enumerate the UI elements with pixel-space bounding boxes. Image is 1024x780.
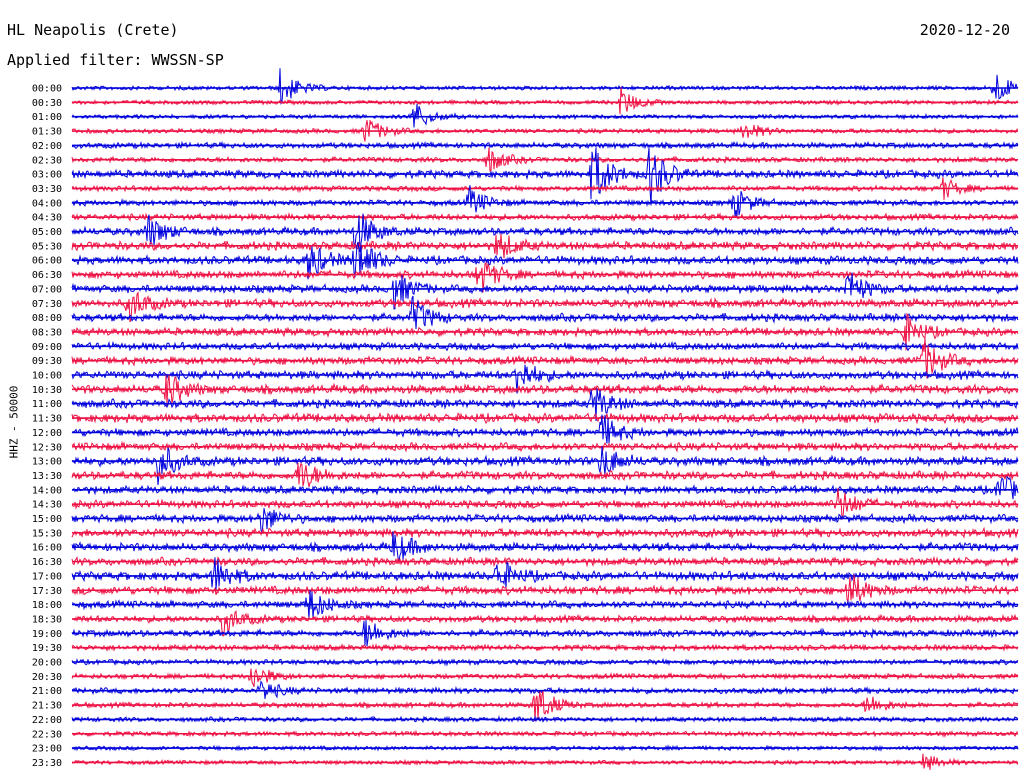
row-time-label: 12:30	[32, 442, 62, 453]
row-time-label: 15:30	[32, 528, 62, 539]
seismic-trace	[72, 296, 1018, 329]
row-time-label: 18:00	[32, 600, 62, 611]
row-time-label: 02:00	[32, 141, 62, 152]
row-time-label: 13:00	[32, 457, 62, 468]
row-time-label: 09:00	[32, 342, 62, 353]
row-time-label: 15:00	[32, 514, 62, 525]
row-time-label: 12:00	[32, 428, 62, 439]
row-time-label: 11:30	[32, 414, 62, 425]
seismic-trace	[72, 611, 1018, 636]
row-time-label: 09:30	[32, 356, 62, 367]
row-time-label: 14:00	[32, 485, 62, 496]
row-time-label: 19:00	[32, 629, 62, 640]
row-time-label: 05:30	[32, 241, 62, 252]
row-time-label: 08:30	[32, 327, 62, 338]
row-time-label: 10:30	[32, 385, 62, 396]
row-time-label: 00:00	[32, 84, 62, 95]
row-time-label: 23:00	[32, 744, 62, 755]
row-time-label: 07:30	[32, 299, 62, 310]
row-time-label: 06:30	[32, 270, 62, 281]
row-time-label: 05:00	[32, 227, 62, 238]
seismic-trace	[72, 575, 1018, 602]
row-time-label: 21:30	[32, 701, 62, 712]
row-time-label: 21:00	[32, 686, 62, 697]
row-time-label: 19:30	[32, 643, 62, 654]
row-time-label: 02:30	[32, 155, 62, 166]
row-time-label: 16:30	[32, 557, 62, 568]
row-time-label: 17:30	[32, 586, 62, 597]
row-time-label: 17:00	[32, 571, 62, 582]
row-time-label: 14:30	[32, 500, 62, 511]
seismic-trace	[72, 669, 1018, 687]
seismic-trace	[72, 477, 1018, 499]
row-time-label: 18:30	[32, 614, 62, 625]
row-time-label: 16:00	[32, 543, 62, 554]
seismic-trace	[72, 508, 1018, 534]
row-time-label: 07:00	[32, 284, 62, 295]
seismic-trace	[72, 104, 1018, 128]
row-time-label: 13:30	[32, 471, 62, 482]
row-time-label: 23:30	[32, 758, 62, 769]
seismic-trace	[72, 68, 1018, 103]
row-time-label: 00:30	[32, 98, 62, 109]
row-time-label: 22:30	[32, 729, 62, 740]
row-time-label: 01:30	[32, 127, 62, 138]
seismic-trace	[72, 691, 1018, 721]
row-time-label: 03:00	[32, 170, 62, 181]
row-time-label: 20:30	[32, 672, 62, 683]
row-time-label: 08:00	[32, 313, 62, 324]
row-time-label: 01:00	[32, 112, 62, 123]
row-time-label: 03:30	[32, 184, 62, 195]
seismic-trace	[72, 87, 1018, 114]
row-time-label: 10:00	[32, 371, 62, 382]
row-time-label: 22:00	[32, 715, 62, 726]
seismic-trace	[72, 185, 1018, 217]
row-time-label: 04:30	[32, 213, 62, 224]
row-time-label: 06:00	[32, 256, 62, 267]
row-time-label: 04:00	[32, 198, 62, 209]
row-time-label: 20:00	[32, 658, 62, 669]
row-time-label: 11:00	[32, 399, 62, 410]
seismic-trace	[72, 148, 1018, 206]
